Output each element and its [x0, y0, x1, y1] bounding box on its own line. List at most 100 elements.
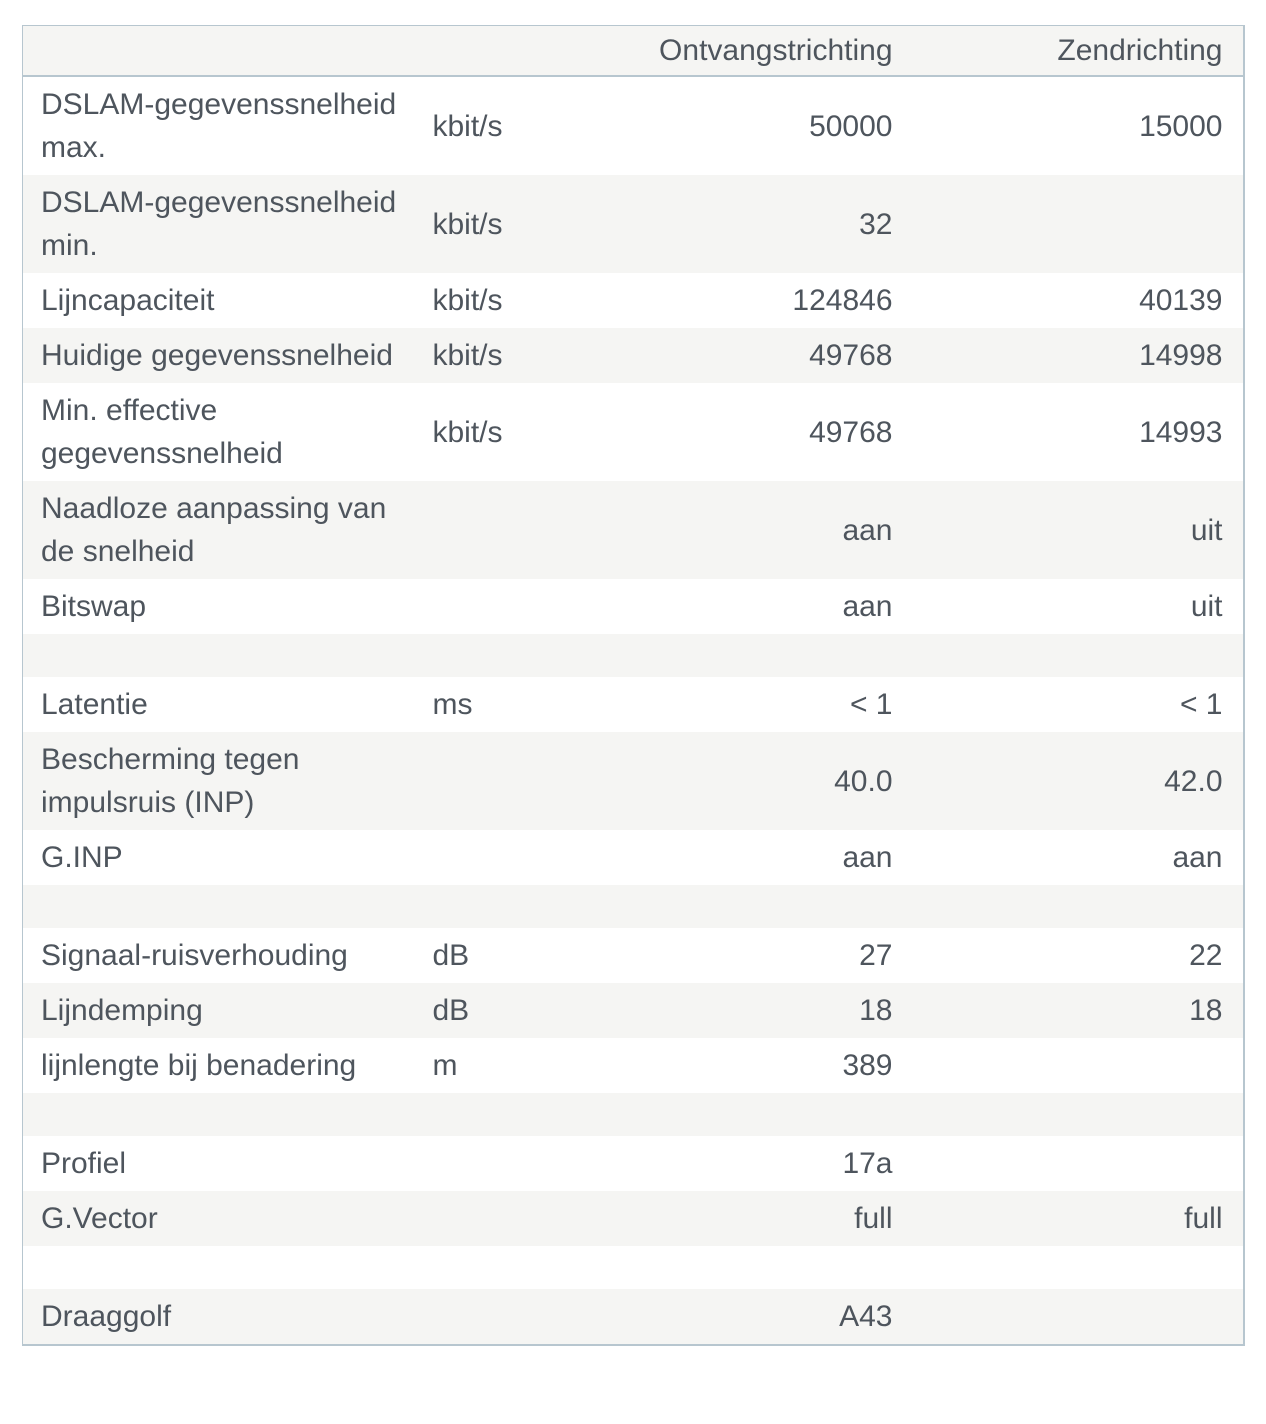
unit-value — [433, 1289, 593, 1345]
header-receive-direction: Ontvangstrichting — [592, 25, 920, 77]
unit-value: dB — [432, 994, 470, 1027]
unit-value — [433, 830, 593, 885]
table-row: G.INP aan aan — [22, 830, 1244, 885]
unit-value: m — [432, 1049, 458, 1082]
parameter-label — [23, 885, 433, 928]
table-row: Signaal-ruisverhouding dB 27 22 — [22, 928, 1244, 983]
send-direction-value: 14998 — [1139, 339, 1223, 372]
receive-direction-value — [593, 885, 920, 928]
parameter-label: Lijncapaciteit — [41, 284, 215, 317]
receive-direction-value: 40.0 — [834, 764, 893, 798]
send-direction-value — [920, 1246, 1244, 1289]
table-row: Lijncapaciteit kbit/s 124846 40139 — [22, 273, 1244, 328]
table-row — [22, 1093, 1244, 1136]
unit-value — [433, 732, 593, 830]
receive-direction-value: full — [854, 1202, 893, 1235]
receive-direction-value: aan — [842, 841, 893, 874]
table-row: Profiel 17a — [22, 1136, 1244, 1191]
table-row: Huidige gegevenssnelheid kbit/s 49768 14… — [22, 328, 1244, 383]
unit-value — [433, 1136, 593, 1191]
receive-direction-value: 49768 — [809, 339, 893, 372]
unit-value — [433, 634, 593, 677]
table-row: Draaggolf A43 — [22, 1289, 1244, 1345]
table-row: Bitswap aan uit — [22, 579, 1244, 634]
send-direction-value: uit — [1190, 513, 1223, 547]
parameter-label: DSLAM-gegevenssnelheid max. — [41, 88, 397, 164]
unit-value — [433, 481, 593, 579]
receive-direction-value: A43 — [839, 1300, 893, 1333]
receive-direction-value: < 1 — [849, 688, 893, 721]
receive-direction-value: 389 — [842, 1049, 893, 1082]
receive-direction-value: 49768 — [809, 415, 893, 449]
table-row — [22, 634, 1244, 677]
send-direction-value — [920, 1038, 1244, 1093]
parameter-label: Bescherming tegen impulsruis (INP) — [41, 743, 300, 819]
receive-direction-value: aan — [842, 513, 893, 547]
unit-value: kbit/s — [432, 284, 503, 317]
receive-direction-value: 18 — [859, 994, 893, 1027]
send-direction-value — [920, 885, 1244, 928]
parameter-label: Naadloze aanpassing van de snelheid — [41, 492, 387, 568]
send-direction-value: 15000 — [1139, 109, 1223, 143]
table-row: lijnlengte bij benadering m 389 — [22, 1038, 1244, 1093]
parameter-label: Min. effective gegevenssnelheid — [41, 394, 283, 470]
receive-direction-value: 50000 — [809, 109, 893, 143]
send-direction-value: 14993 — [1139, 415, 1223, 449]
send-direction-value: aan — [1172, 841, 1223, 874]
unit-value: kbit/s — [432, 207, 503, 241]
table-row — [22, 1246, 1244, 1289]
table-row: Lijndemping dB 18 18 — [22, 983, 1244, 1038]
send-direction-value: 18 — [1189, 994, 1223, 1027]
parameter-label — [23, 1246, 433, 1289]
send-direction-value: 40139 — [1139, 284, 1223, 317]
parameter-label: Bitswap — [41, 590, 147, 623]
parameter-label — [23, 1093, 433, 1136]
receive-direction-value: 124846 — [792, 284, 893, 317]
table-row — [22, 885, 1244, 928]
receive-direction-value: aan — [842, 590, 893, 623]
send-direction-value: 42.0 — [1164, 764, 1223, 798]
table-row: G.Vector full full — [22, 1191, 1244, 1246]
receive-direction-value: 32 — [859, 207, 893, 241]
send-direction-value — [920, 634, 1244, 677]
parameter-label: DSLAM-gegevenssnelheid min. — [41, 186, 397, 262]
unit-value — [433, 1191, 593, 1246]
table-row: Latentie ms < 1 < 1 — [22, 677, 1244, 732]
unit-value — [433, 1246, 593, 1289]
send-direction-value: uit — [1190, 590, 1223, 623]
receive-direction-value: 27 — [859, 939, 893, 972]
receive-direction-value — [593, 1093, 920, 1136]
unit-value — [433, 579, 593, 634]
unit-value: kbit/s — [432, 109, 503, 143]
unit-value: kbit/s — [432, 339, 503, 372]
parameter-label: Latentie — [41, 688, 148, 721]
table-row: DSLAM-gegevenssnelheid min. kbit/s 32 — [22, 175, 1244, 273]
table-row: DSLAM-gegevenssnelheid max. kbit/s 50000… — [22, 76, 1244, 175]
table-row: Naadloze aanpassing van de snelheid aan … — [22, 481, 1244, 579]
receive-direction-value — [593, 634, 920, 677]
parameter-label: Profiel — [41, 1147, 127, 1180]
dsl-info-table: Ontvangstrichting Zendrichting DSLAM-geg… — [22, 25, 1245, 1346]
header-send-direction: Zendrichting — [919, 25, 1244, 77]
send-direction-value: < 1 — [1179, 688, 1223, 721]
send-direction-value — [920, 175, 1244, 273]
parameter-label: G.INP — [41, 841, 123, 874]
parameter-label — [23, 634, 433, 677]
send-direction-value — [920, 1093, 1244, 1136]
parameter-label: lijnlengte bij benadering — [41, 1049, 357, 1082]
receive-direction-value: 17a — [842, 1147, 893, 1180]
parameter-label: Draaggolf — [41, 1300, 172, 1333]
parameter-label: G.Vector — [41, 1202, 158, 1235]
header-unit-column — [432, 25, 593, 77]
parameter-label: Huidige gegevenssnelheid — [41, 339, 393, 372]
send-direction-value: 22 — [1189, 939, 1223, 972]
send-direction-value — [920, 1136, 1244, 1191]
table-row: Min. effective gegevenssnelheid kbit/s 4… — [22, 383, 1244, 481]
unit-value: ms — [432, 688, 473, 721]
table-row: Bescherming tegen impulsruis (INP) 40.0 … — [22, 732, 1244, 830]
send-direction-value: full — [1184, 1202, 1223, 1235]
receive-direction-value — [593, 1246, 920, 1289]
unit-value: dB — [432, 939, 470, 972]
unit-value — [433, 885, 593, 928]
